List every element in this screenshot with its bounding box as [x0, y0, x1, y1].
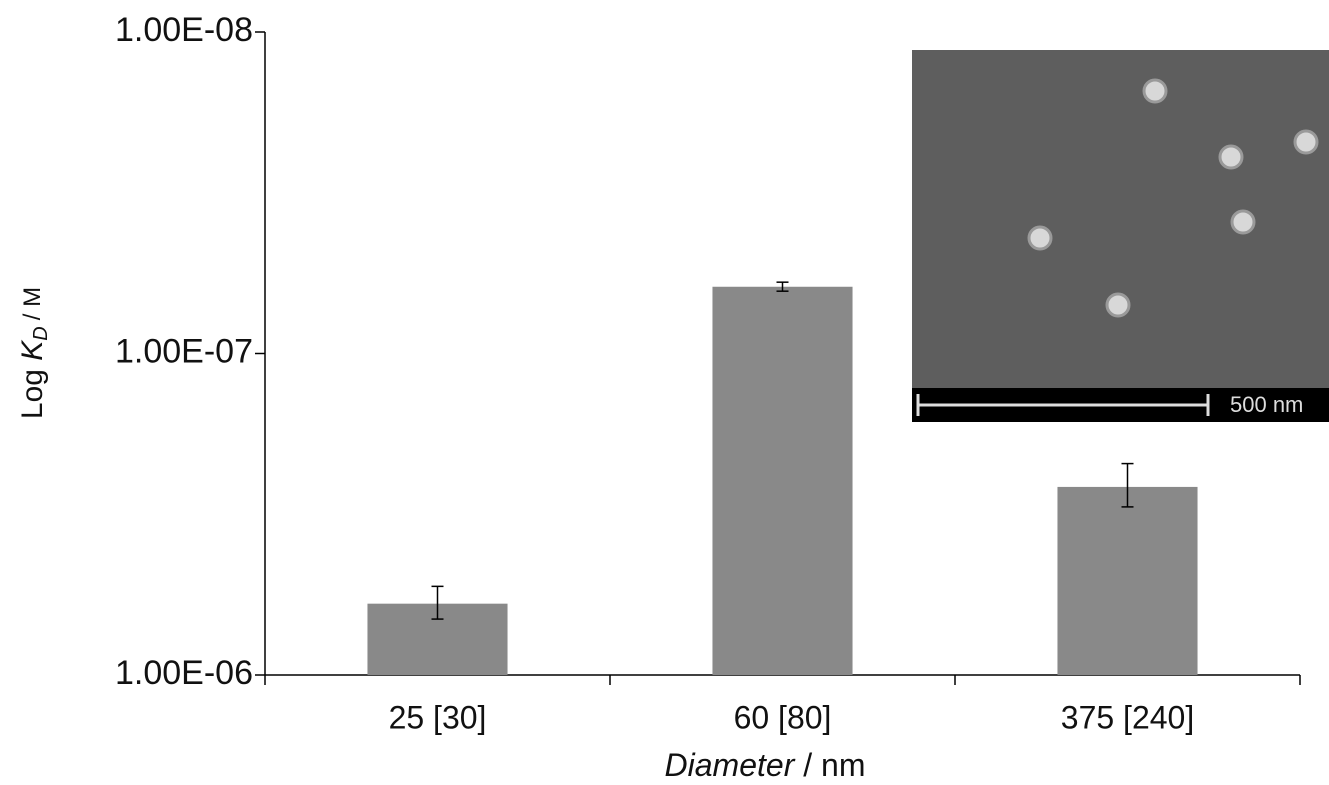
- scale-label: 500 nm: [1230, 392, 1303, 417]
- x-tick-label: 375 [240]: [1061, 699, 1194, 735]
- x-label-name: Diameter: [665, 747, 796, 783]
- y-label-subscript: D: [30, 326, 52, 340]
- y-label-unit: / M: [19, 287, 46, 320]
- x-tick-label: 25 [30]: [389, 699, 487, 735]
- sem-image: [912, 50, 1329, 422]
- bar: [712, 287, 852, 675]
- y-label-symbol: K: [16, 339, 49, 361]
- x-label-unit: / nm: [803, 747, 865, 783]
- inset-image: 500 nm: [912, 50, 1329, 422]
- x-tick-label: 60 [80]: [734, 699, 832, 735]
- x-axis-label: Diameter / nm: [665, 747, 866, 783]
- y-axis-label: Log KD / M: [16, 287, 52, 419]
- y-label-prefix: Log: [16, 369, 49, 419]
- y-tick-label: 1.00E-06: [115, 654, 253, 692]
- y-tick-label: 1.00E-08: [115, 11, 253, 49]
- y-tick-label: 1.00E-07: [115, 332, 253, 370]
- bar: [1057, 487, 1197, 675]
- chart: 500 nm Log KD / M Diameter / nm 1.00E-08 1…: [0, 0, 1329, 785]
